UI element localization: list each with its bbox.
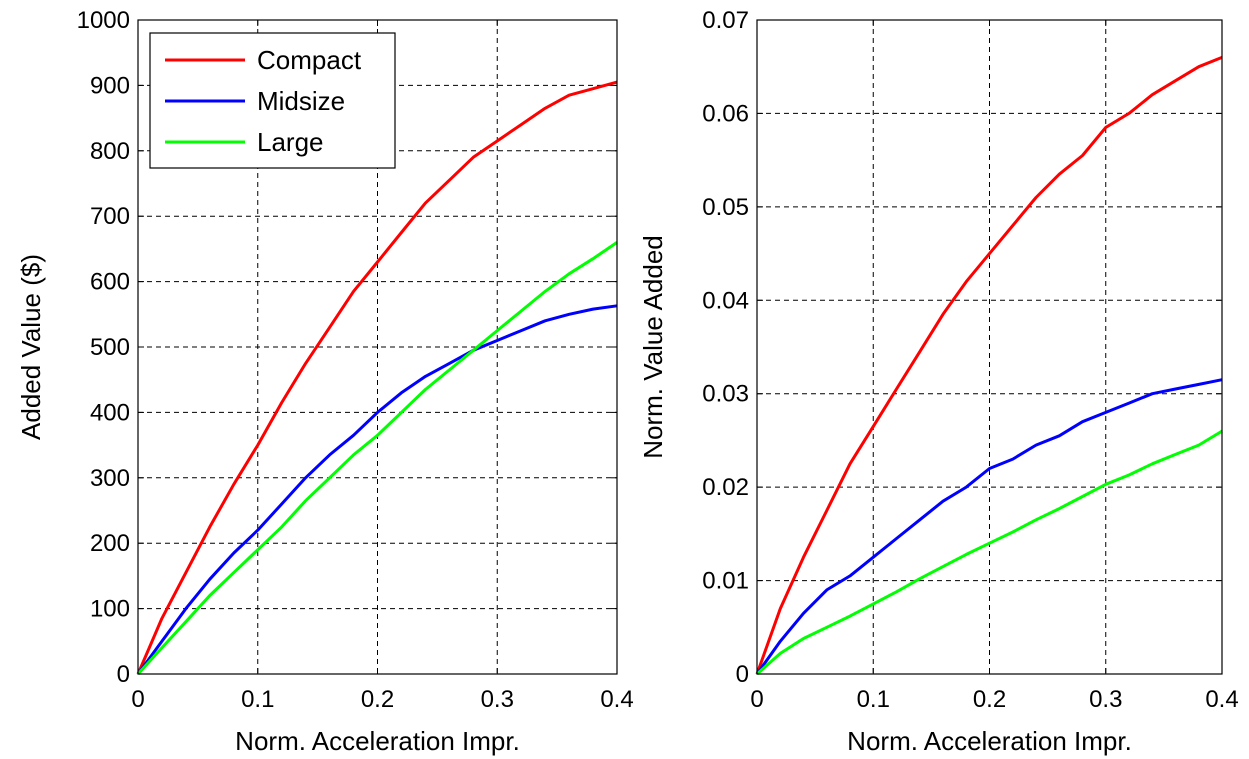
y-axis-label: Added Value ($) (16, 254, 46, 440)
y-tick-label: 700 (90, 203, 130, 230)
x-axis-label: Norm. Acceleration Impr. (235, 726, 520, 756)
y-tick-label: 0.07 (702, 7, 749, 34)
y-tick-label: 600 (90, 269, 130, 296)
x-tick-label: 0.1 (241, 686, 274, 713)
y-axis-label: Norm. Value Added (638, 235, 668, 459)
y-tick-label: 500 (90, 334, 130, 361)
x-axis-label: Norm. Acceleration Impr. (847, 726, 1132, 756)
y-tick-label: 0.03 (702, 381, 749, 408)
legend: Compact Midsize Large (149, 32, 396, 169)
x-tick-label: 0 (131, 686, 144, 713)
series-line-compact (136, 80, 618, 675)
x-tick-label: 0.2 (361, 686, 394, 713)
y-tick-label: 0 (117, 661, 130, 688)
y-tick-label: 0.05 (702, 194, 749, 221)
series-line-large (756, 429, 1223, 676)
y-tick-label: 0.02 (702, 474, 749, 501)
x-tick-label: 0.3 (481, 686, 514, 713)
x-tick-label: 0.2 (973, 686, 1006, 713)
series-line-compact (755, 56, 1223, 675)
x-tick-label: 0.1 (857, 686, 890, 713)
y-tick-label: 800 (90, 138, 130, 165)
left-chart: 0 0.1 0.2 0.3 0.4 0 100 200 300 400 500 600 700 800 90… (16, 7, 634, 756)
x-tick-label: 0.3 (1089, 686, 1122, 713)
x-tick-label: 0 (750, 686, 763, 713)
x-tick-label: 0.4 (1205, 686, 1238, 713)
y-tick-label: 1000 (77, 7, 130, 34)
y-tick-label: 400 (90, 399, 130, 426)
y-tick-label: 200 (90, 530, 130, 557)
y-tick-label: 0 (736, 661, 749, 688)
right-chart: 0 0.1 0.2 0.3 0.4 0 0.01 0.02 0.03 0.04 0.05 0.06 0.… (638, 7, 1239, 756)
legend-label-compact: Compact (257, 45, 362, 75)
x-tick-label: 0.4 (600, 686, 633, 713)
series-line-midsize (755, 378, 1223, 675)
y-tick-label: 0.04 (702, 287, 749, 314)
y-tick-label: 900 (90, 72, 130, 99)
series-line-large (136, 241, 618, 676)
y-tick-label: 300 (90, 465, 130, 492)
legend-label-midsize: Midsize (257, 86, 345, 116)
series-line-midsize (136, 304, 618, 675)
y-tick-label: 100 (90, 596, 130, 623)
y-tick-label: 0.06 (702, 100, 749, 127)
y-tick-label: 0.01 (702, 568, 749, 595)
legend-label-large: Large (257, 127, 324, 157)
